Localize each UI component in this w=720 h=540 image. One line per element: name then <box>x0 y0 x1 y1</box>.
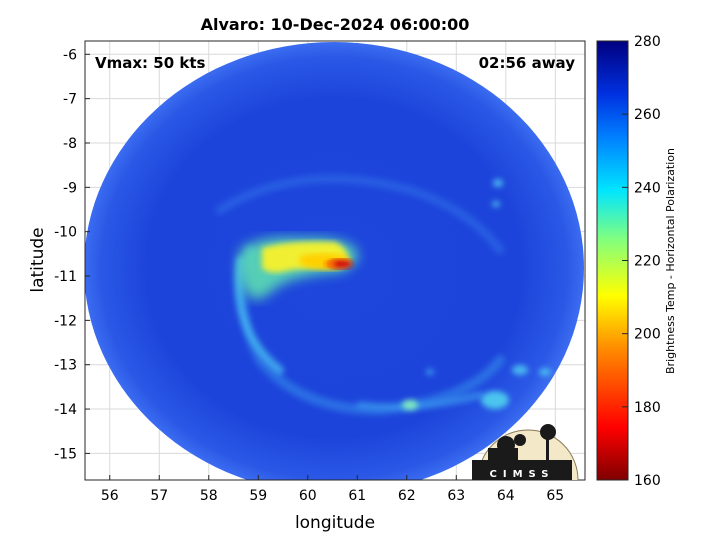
x-axis-label: longitude <box>295 513 375 533</box>
y-axis-ticks: -6 -7 -8 -9 -10 -11 -12 -13 -14 -15 <box>54 47 90 462</box>
time-away-label: 02:56 away <box>479 54 576 72</box>
y-tick-label: -15 <box>54 446 77 462</box>
x-tick-label: 62 <box>398 488 416 504</box>
y-tick-label: -14 <box>54 402 77 418</box>
plot-frame <box>84 40 586 481</box>
x-tick-label: 58 <box>200 488 218 504</box>
colorbar-tick-label: 160 <box>634 473 661 489</box>
y-tick-label: -12 <box>54 313 77 329</box>
x-tick-label: 65 <box>546 488 564 504</box>
colorbar-tick-label: 180 <box>634 400 661 416</box>
x-tick-label: 59 <box>249 488 267 504</box>
logo-satellite-dish <box>497 436 515 454</box>
colorbar-tick-label: 240 <box>634 180 661 196</box>
central-convection <box>239 237 358 300</box>
microwave-swath <box>85 42 584 480</box>
y-axis-label: latitude <box>28 227 48 292</box>
colorbar-tick-label: 260 <box>634 107 661 123</box>
y-tick-label: -13 <box>54 358 77 374</box>
x-tick-label: 57 <box>150 488 168 504</box>
colorbar-tick-label: 280 <box>634 34 661 50</box>
spiral-band-west <box>234 256 284 374</box>
y-tick-label: -11 <box>54 269 77 285</box>
logo-water-tower <box>546 438 549 460</box>
colorbar-ticks: 280 260 240 220 200 180 160 <box>622 34 661 489</box>
warm-core <box>329 259 353 269</box>
logo-building <box>472 460 572 480</box>
chart-title: Alvaro: 10-Dec-2024 06:00:00 <box>201 15 470 34</box>
vmax-label: Vmax: 50 kts <box>95 54 205 72</box>
colorbar-tick-label: 220 <box>634 254 661 270</box>
spiral-band-south <box>356 391 484 411</box>
cimss-logo: CIMSS <box>472 424 579 481</box>
y-tick-label: -10 <box>54 225 77 241</box>
y-tick-label: -9 <box>63 180 77 196</box>
colorbar-tick-label: 200 <box>634 327 661 343</box>
logo-text: CIMSS <box>490 469 555 480</box>
x-tick-label: 60 <box>299 488 317 504</box>
convective-cells-southeast <box>402 179 551 410</box>
x-tick-label: 63 <box>447 488 465 504</box>
x-tick-label: 61 <box>348 488 366 504</box>
y-tick-label: -6 <box>63 47 77 63</box>
colorbar-label: Brightness Temp - Horizontal Polarizatio… <box>664 148 677 374</box>
y-tick-label: -8 <box>63 136 77 152</box>
x-tick-label: 56 <box>101 488 119 504</box>
x-tick-label: 64 <box>497 488 515 504</box>
y-tick-label: -7 <box>63 92 77 108</box>
spiral-band-north <box>215 174 505 255</box>
